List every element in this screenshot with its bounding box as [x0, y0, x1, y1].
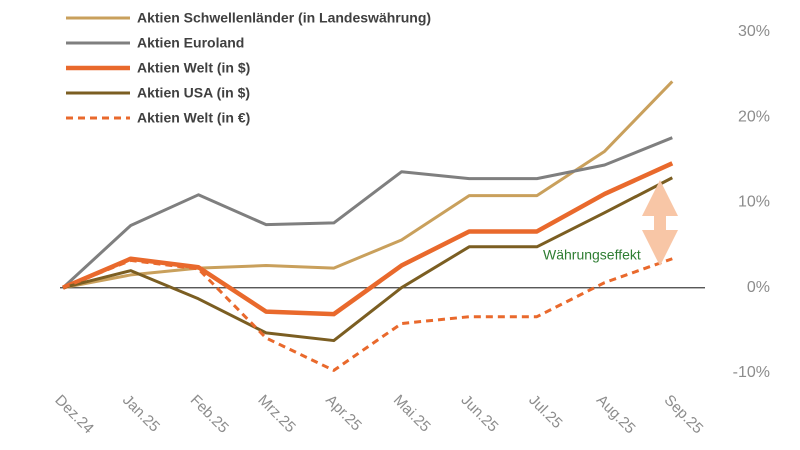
series-line — [62, 257, 673, 372]
series-line — [62, 176, 673, 343]
x-tick-label: Mrz.25 — [254, 392, 298, 436]
y-tick-label: 20% — [738, 108, 770, 125]
y-tick-label: 30% — [738, 23, 770, 40]
x-tick-label: Jan.25 — [119, 392, 163, 436]
y-tick-label: 10% — [738, 194, 770, 211]
legend-label: Aktien Welt (in €) — [137, 110, 250, 126]
legend-label: Aktien Schwellenländer (in Landeswährung… — [137, 10, 431, 26]
x-tick-label: Jun.25 — [458, 392, 502, 436]
series-line — [62, 80, 674, 290]
series-line — [61, 136, 673, 289]
x-tick-label: Aug.25 — [593, 392, 639, 438]
x-tick-label: Dez.24 — [51, 392, 97, 438]
x-tick-label: Mai.25 — [390, 392, 434, 436]
x-tick-label: Apr.25 — [322, 392, 365, 435]
series-line — [62, 161, 674, 317]
legend-label: Aktien Euroland — [137, 35, 244, 51]
y-tick-label: 0% — [747, 279, 770, 296]
x-tick-label: Sep.25 — [661, 392, 707, 438]
y-tick-label: -10% — [733, 364, 770, 381]
x-tick-label: Jul.25 — [525, 392, 565, 432]
legend-label: Aktien Welt (in $) — [137, 60, 250, 76]
x-tick-label: Feb.25 — [187, 392, 232, 437]
annotation: Währungseffekt — [543, 247, 641, 263]
legend-label: Aktien USA (in $) — [137, 85, 250, 101]
